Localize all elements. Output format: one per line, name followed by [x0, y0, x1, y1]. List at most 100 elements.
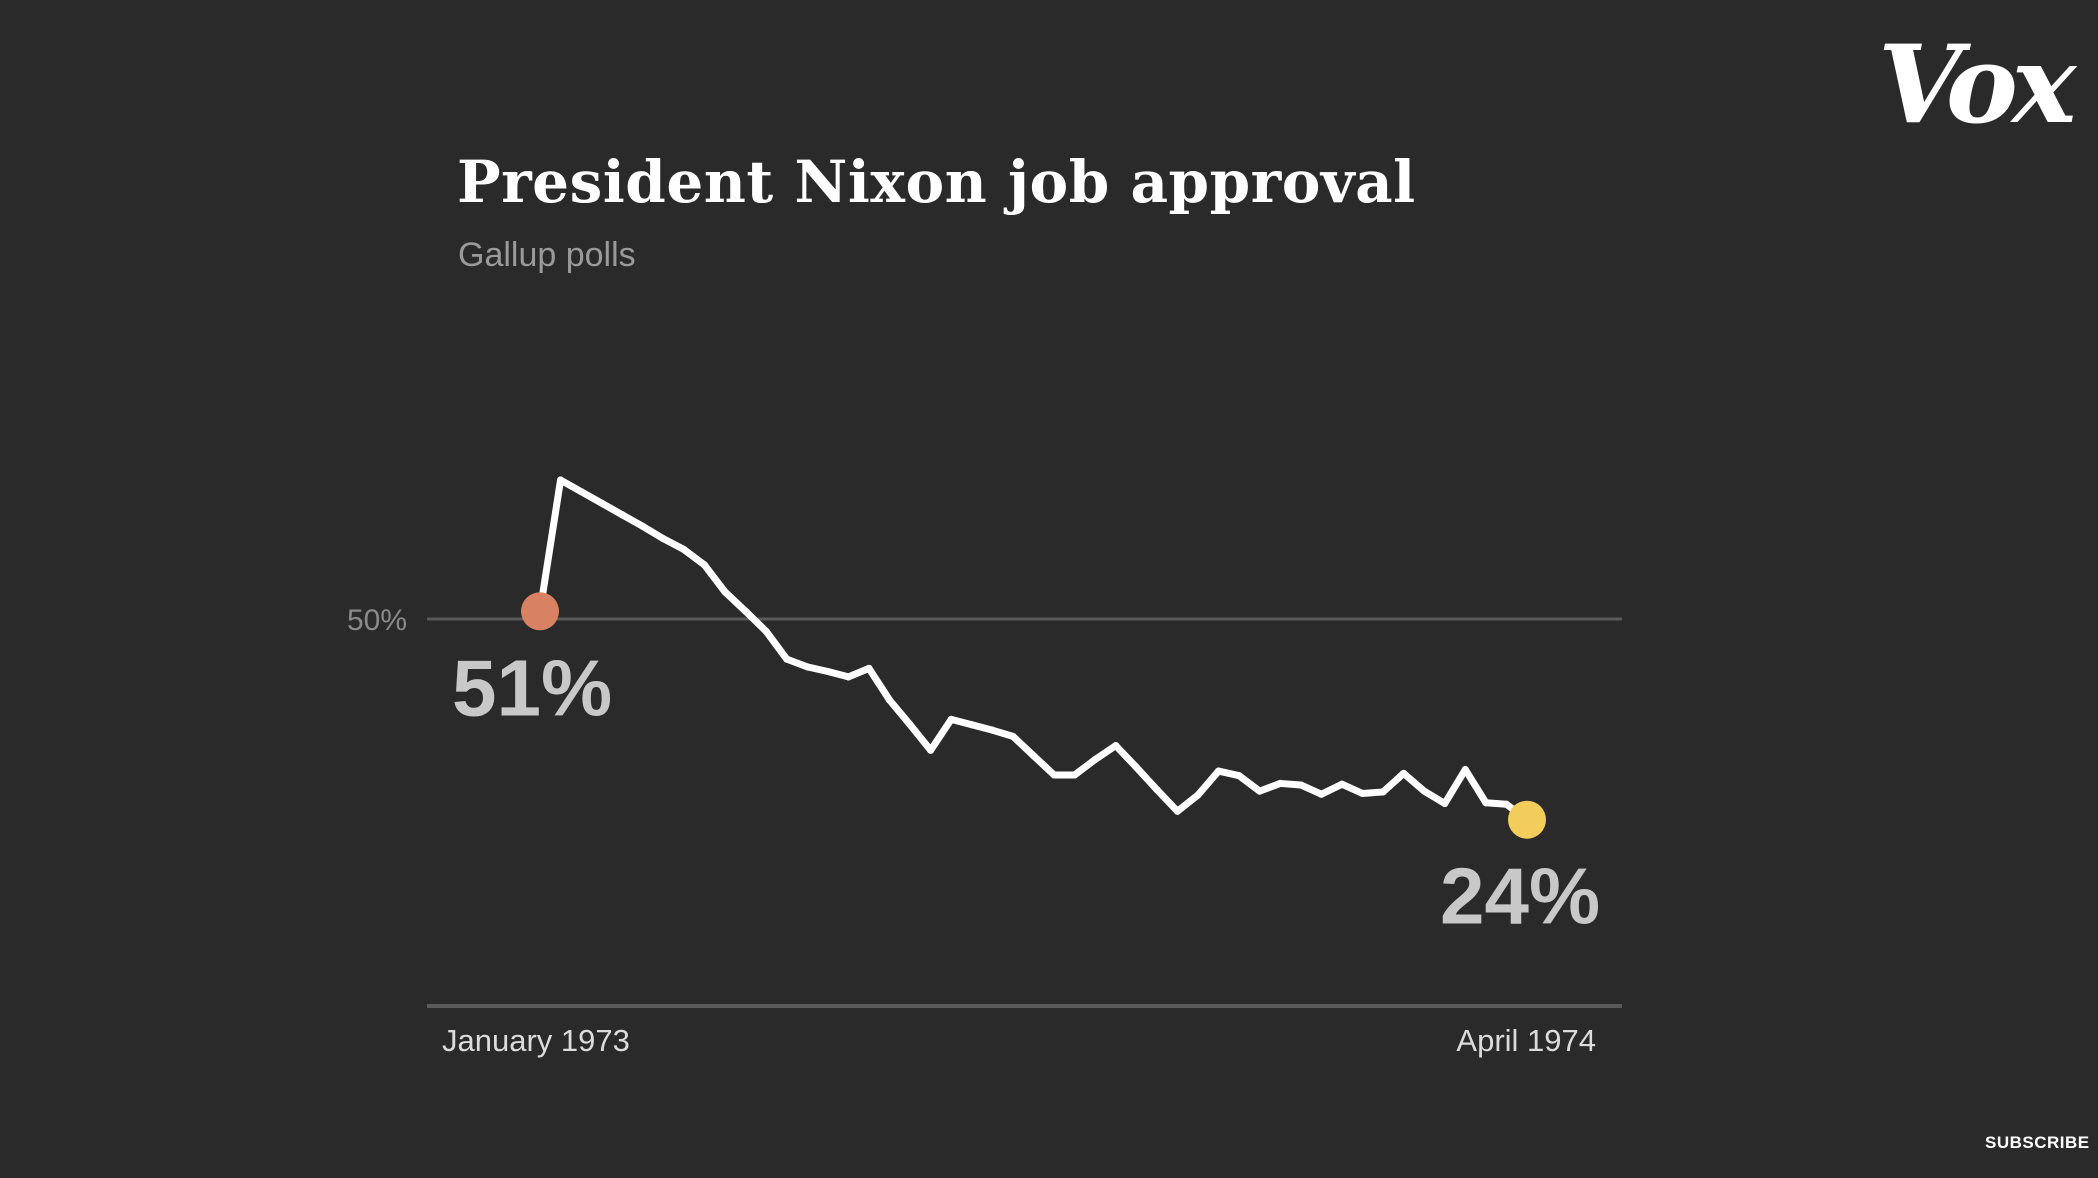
data-point: [844, 673, 852, 681]
data-point: [659, 535, 667, 543]
data-point: [947, 715, 955, 723]
data-point: [1359, 789, 1366, 797]
data-point: [1400, 769, 1408, 777]
data-point: [803, 663, 811, 671]
series-line-segment: [783, 655, 811, 671]
data-point: [1441, 800, 1449, 808]
data-point: [906, 721, 914, 729]
series-line-segment: [577, 488, 606, 507]
series-line: [536, 476, 1531, 824]
data-point: [1215, 767, 1223, 775]
data-point: [1173, 807, 1181, 815]
data-point: [886, 696, 894, 704]
data-point: [1009, 732, 1017, 740]
data-point: [1256, 787, 1264, 795]
series-line-segment: [1153, 786, 1181, 815]
vox-logo: Vox: [1878, 22, 2076, 148]
data-point: [1132, 763, 1140, 771]
series-line-segment: [886, 696, 914, 729]
series-line-segment: [1215, 767, 1243, 780]
series-line-segment: [1256, 779, 1284, 795]
series-line-segment: [1461, 766, 1490, 807]
series-line-segment: [927, 715, 955, 754]
series-line-segment: [1338, 780, 1366, 797]
series-line-segment: [865, 664, 894, 704]
data-point: [701, 561, 708, 569]
data-point: [1091, 756, 1099, 764]
start-value-label: 51%: [452, 643, 612, 732]
data-point: [783, 655, 791, 663]
series-line-segment: [721, 588, 750, 615]
data-point: [618, 511, 626, 519]
data-point: [1276, 779, 1284, 787]
data-point: [1502, 800, 1510, 808]
series-line-segment: [1297, 781, 1325, 798]
data-point: [577, 488, 585, 496]
data-point: [639, 522, 647, 530]
subscribe-button[interactable]: SUBSCRIBE: [1985, 1133, 2090, 1152]
data-point: [1461, 766, 1469, 774]
series-line-segment: [1132, 763, 1161, 794]
data-point: [721, 588, 729, 596]
data-point: [598, 499, 606, 507]
data-point: [1194, 791, 1202, 799]
reference-line-label: 50%: [347, 604, 407, 637]
series-line-segment: [1173, 791, 1202, 815]
data-point: [824, 667, 832, 675]
data-point: [1317, 790, 1325, 798]
series-line-segment: [557, 476, 585, 496]
series-line-segment: [1379, 769, 1408, 796]
data-point: [1297, 781, 1305, 789]
series-line-segment: [536, 476, 565, 615]
data-point: [742, 607, 750, 615]
series-line-segment: [742, 607, 770, 635]
series-line-segment: [1030, 752, 1058, 779]
series-line-segment: [659, 535, 688, 554]
chart-subtitle: Gallup polls: [458, 236, 636, 274]
chart-title: President Nixon job approval: [457, 148, 1416, 216]
series-line-segment: [1194, 767, 1223, 799]
data-point: [680, 546, 688, 554]
data-point: [1030, 752, 1037, 760]
series-line-segment: [618, 511, 647, 530]
data-point: [1050, 771, 1058, 779]
data-point: [1235, 772, 1243, 780]
series-line-segment: [1441, 766, 1469, 808]
data-point: [927, 746, 935, 754]
series-line-segment: [968, 721, 996, 734]
data-point: [1482, 799, 1490, 807]
data-point: [1153, 786, 1161, 794]
series-line-segment: [1317, 780, 1346, 798]
end-value-label: 24%: [1440, 852, 1600, 941]
series-line-segment: [680, 546, 708, 569]
series-line-segment: [844, 664, 873, 681]
series-line-segment: [1009, 732, 1037, 760]
series-line-segment: [1091, 742, 1120, 764]
start-point-marker: [521, 592, 559, 631]
end-point-marker: [1508, 800, 1546, 839]
data-point: [1379, 788, 1387, 796]
series-line-segment: [639, 522, 667, 543]
data-point: [557, 476, 565, 484]
series-line-segment: [803, 663, 832, 675]
data-point: [1112, 742, 1120, 750]
x-axis-start-label: January 1973: [442, 1023, 630, 1058]
data-point: [1420, 787, 1428, 795]
data-point: [988, 726, 996, 734]
series-line-segment: [906, 721, 935, 754]
series-line-segment: [1235, 772, 1264, 795]
series-line-segment: [1400, 769, 1428, 795]
data-point: [968, 721, 976, 729]
series-line-segment: [701, 561, 729, 596]
data-point: [1071, 771, 1079, 779]
data-point: [762, 627, 770, 635]
series-line-segment: [598, 499, 626, 519]
data-point: [865, 664, 873, 672]
data-point: [1338, 780, 1346, 788]
series-line-segment: [824, 667, 852, 681]
series-line-segment: [947, 715, 976, 729]
series-line-segment: [762, 627, 791, 663]
series-line-segment: [988, 726, 1017, 740]
